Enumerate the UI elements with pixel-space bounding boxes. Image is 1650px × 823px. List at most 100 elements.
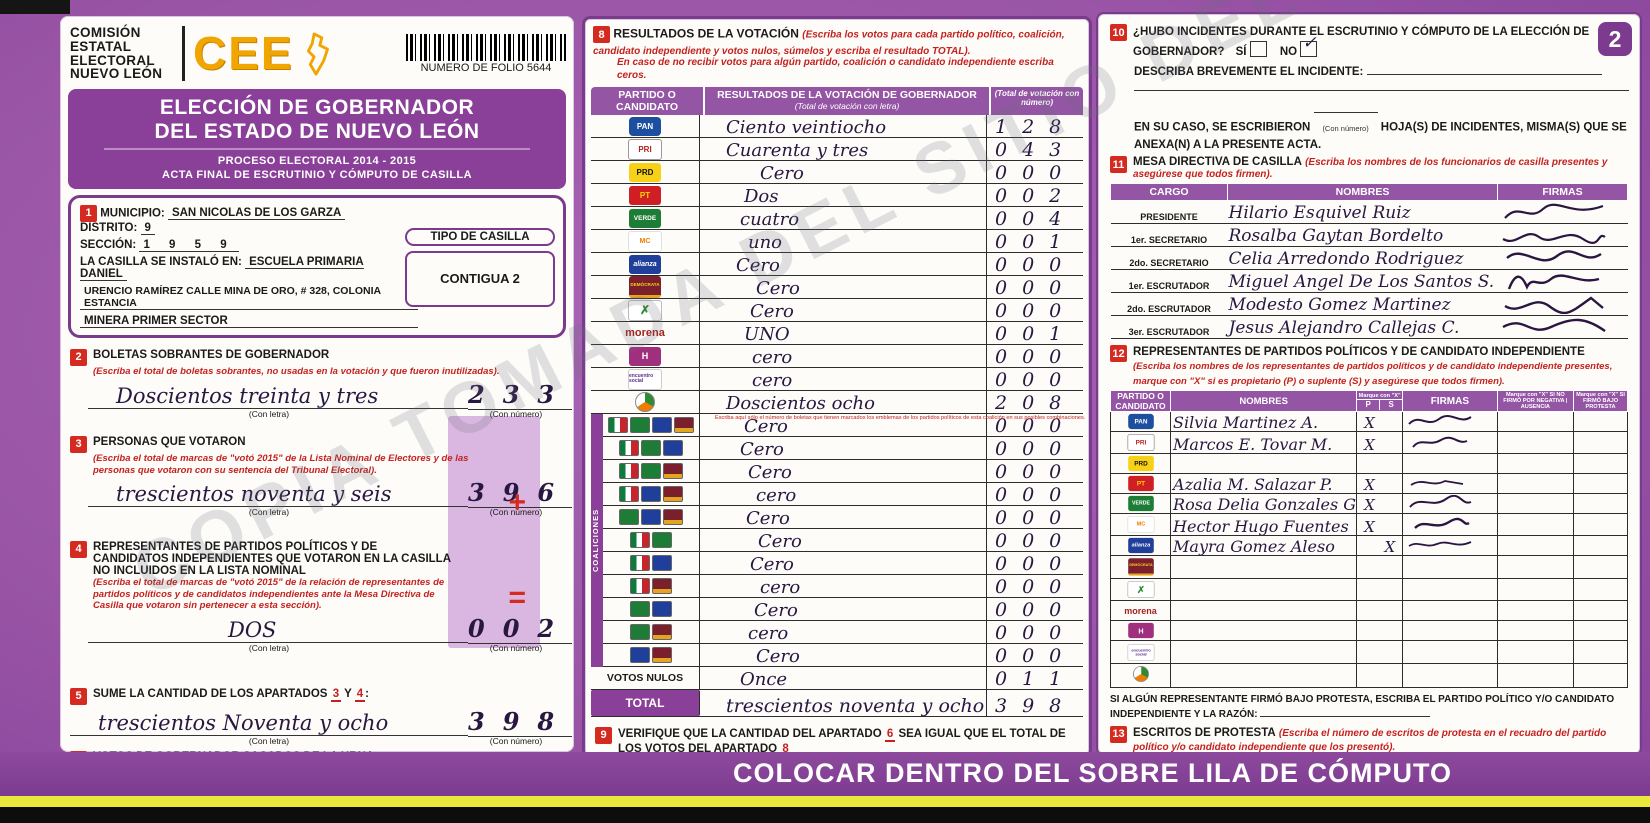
vote-row-cruzada: ✗ Cero 000 xyxy=(591,299,1083,322)
s-mark xyxy=(1380,416,1400,431)
section-5-colon: : xyxy=(365,687,370,700)
col-nombres-12: NOMBRES xyxy=(1170,390,1358,413)
coal-row-8: cero 000 xyxy=(603,575,1083,598)
rep-name xyxy=(1170,600,1358,622)
section-5-letra: trescientos Noventa y ocho xyxy=(70,711,468,736)
representantes-table: PARTIDO O CANDIDATO NOMBRES Marque con "… xyxy=(1109,390,1628,688)
verde-mini-icon xyxy=(630,624,650,640)
vote-letra: Once xyxy=(740,669,788,690)
col-firmas: FIRMAS xyxy=(1497,183,1628,202)
total-label: TOTAL xyxy=(591,690,700,716)
vote-num: 000 xyxy=(986,161,1083,183)
coalicion-note: Escriba aquí sólo el número de boletas q… xyxy=(715,415,1086,421)
democrata-mini-icon xyxy=(663,509,683,525)
pri-mini-icon xyxy=(630,578,650,594)
vote-num: 001 xyxy=(986,230,1083,252)
mesa-directiva-table: CARGO NOMBRES FIRMAS PRESIDENTE Hilario … xyxy=(1110,183,1628,340)
signature xyxy=(1501,318,1606,333)
protesta-note-text: SI ALGÚN REPRESENTANTE FIRMÓ BAJO PROTES… xyxy=(1110,693,1615,720)
vote-num: 128 xyxy=(986,115,1083,137)
section-8-instruction-1: (Escriba los votos para cada partido pol… xyxy=(593,29,1065,58)
section-8-number: 8 xyxy=(593,26,610,43)
tipo-casilla-box: TIPO DE CASILLA CONTIGUA 2 xyxy=(405,227,555,307)
vote-num: 000 xyxy=(986,368,1083,390)
no-checkmark: ✓ xyxy=(1302,32,1317,53)
hojas-blank xyxy=(1313,112,1378,114)
rep-row-morena: morena xyxy=(1109,600,1628,622)
section-3-personas: 3 PERSONAS QUE VOTARON (Escriba el total… xyxy=(60,431,574,536)
instalada-label: LA CASILLA SE INSTALÓ EN: xyxy=(80,255,242,268)
folio-number: NUMERO DE FOLIO 5644 xyxy=(420,61,552,74)
coal-row-1: Escriba aquí sólo el número de boletas q… xyxy=(603,414,1086,437)
vote-letra: cero xyxy=(760,577,801,598)
col-bajo-protesta: Marque con "X" SI FIRMÓ BAJO PROTESTA xyxy=(1573,390,1628,413)
encuentro-social-icon: encuentro social xyxy=(628,368,662,390)
nombre-1er-secretario: Rosalba Gaytan Bordelto xyxy=(1227,223,1498,248)
verde-icon: VERDE xyxy=(1127,496,1154,512)
describa-line: DESCRIBA BREVEMENTE EL INCIDENTE: xyxy=(1134,66,1628,78)
tipo-casilla-label: TIPO DE CASILLA xyxy=(405,227,555,246)
vote-row-verde: VERDE cuatro 004 xyxy=(591,207,1083,230)
rep-name: Marcos E. Tovar M. xyxy=(1170,431,1358,455)
footer-band xyxy=(0,752,1650,796)
election-title-line2: DEL ESTADO DE NUEVO LEÓN xyxy=(154,119,480,143)
section-11-title: MESA DIRECTIVA DE CASILLA xyxy=(1133,156,1302,169)
rep-name: Azalia M. Salazar P. xyxy=(1170,473,1358,495)
instalada-value-2: URENCIO RAMÍREZ CALLE MINA DE ORO, # 328… xyxy=(80,285,418,310)
municipio-value: SAN NICOLAS DE LOS GARZA xyxy=(167,207,346,221)
coal-row-7: Cero 000 xyxy=(603,552,1083,575)
section-8-header: 8 RESULTADOS DE LA VOTACIÓN (Escriba los… xyxy=(585,19,1089,84)
mesa-row: 2do. SECRETARIO Celia Arredondo Rodrigue… xyxy=(1110,246,1628,271)
p-mark: X xyxy=(1364,496,1375,514)
con-numero-label: (Con número) xyxy=(489,735,543,746)
democrata-mini-icon xyxy=(663,486,683,502)
vote-num: 004 xyxy=(986,207,1083,229)
section-5-title: SUME LA CANTIDAD DE LOS APARTADOS xyxy=(93,687,328,700)
vote-letra: Cero xyxy=(750,554,794,575)
rep-name: Rosa Delia Gonzales G xyxy=(1170,493,1358,515)
encuentro-social-icon: encuentro social xyxy=(1126,643,1155,661)
democrata-mini-icon xyxy=(652,624,672,640)
section-10-incidentes: 10 ¿HUBO INCIDENTES DURANTE EL ESCRUTINI… xyxy=(1110,24,1628,60)
p-mark: X xyxy=(1364,476,1375,494)
alianza-mini-icon xyxy=(652,555,672,571)
morena-icon: morena xyxy=(625,327,665,339)
mesa-row: 2do. ESCRUTADOR Modesto Gomez Martinez xyxy=(1110,292,1628,317)
pri-mini-icon xyxy=(619,463,639,479)
rep-name: Silvia Martinez A. xyxy=(1170,411,1358,433)
section-9-ref-6: 6 xyxy=(884,728,896,742)
section-2-title: BOLETAS SOBRANTES DE GOBERNADOR xyxy=(93,348,330,361)
prd-icon: PRD xyxy=(629,162,661,182)
vote-letra: UNO xyxy=(744,324,790,345)
con-numero-label: (Con número) xyxy=(489,408,543,419)
alianza-mini-icon xyxy=(641,509,661,525)
marque-label: Marque con "X" xyxy=(1358,392,1401,399)
signature xyxy=(1503,203,1603,219)
signature xyxy=(1414,517,1470,530)
col-partido: PARTIDO O CANDIDATO xyxy=(591,87,705,115)
morena-icon: morena xyxy=(1124,605,1157,616)
section-3-letra: trescientos noventa y seis xyxy=(88,482,468,508)
vote-letra: Ciento veintiocho xyxy=(726,117,887,138)
cargo-presidente: PRESIDENTE xyxy=(1110,200,1228,225)
section-13-title: ESCRITOS DE PROTESTA xyxy=(1133,726,1276,739)
left-panel: COMISIÓN ESTATAL ELECTORAL NUEVO LEÓN CE… xyxy=(60,16,574,821)
signature xyxy=(1412,436,1468,448)
vote-num: 000 xyxy=(986,552,1083,574)
vote-letra: Cero xyxy=(756,646,800,667)
section-12-title: REPRESENTANTES DE PARTIDOS POLÍTICOS Y D… xyxy=(1133,346,1585,359)
candidato-independiente-icon xyxy=(635,392,655,412)
pri-mini-icon xyxy=(630,555,650,571)
verde-mini-icon xyxy=(641,440,661,456)
col-s: S xyxy=(1388,400,1394,410)
vote-letra: Cuarenta y tres xyxy=(726,140,869,161)
vote-num: 000 xyxy=(986,575,1083,597)
mesa-row: PRESIDENTE Hilario Esquivel Ruiz xyxy=(1110,200,1628,225)
vote-row-independiente: Doscientos ocho 208 xyxy=(591,391,1083,414)
col-no-firmo: Marque con "X" SI NO FIRMÓ POR NEGATIVA … xyxy=(1496,390,1575,413)
votos-nulos-label: VOTOS NULOS xyxy=(591,667,700,689)
vote-num: 000 xyxy=(986,483,1083,505)
section-10-title: ¿HUBO INCIDENTES DURANTE EL ESCRUTINIO Y… xyxy=(1133,26,1590,58)
